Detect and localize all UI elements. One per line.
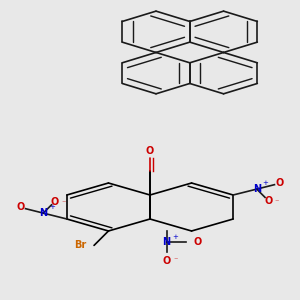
Text: O: O	[51, 196, 59, 207]
Text: +: +	[49, 204, 55, 210]
Text: O: O	[146, 146, 154, 156]
Text: N: N	[39, 208, 47, 218]
Text: N: N	[163, 237, 171, 247]
Text: ⁻: ⁻	[275, 197, 279, 206]
Text: N: N	[253, 184, 261, 194]
Text: O: O	[264, 196, 272, 206]
Text: O: O	[163, 256, 171, 266]
Text: +: +	[172, 233, 178, 239]
Text: Br: Br	[75, 240, 87, 250]
Text: ⁻: ⁻	[173, 256, 178, 265]
Text: ⁻: ⁻	[61, 198, 66, 207]
Text: +: +	[262, 180, 268, 186]
Text: O: O	[193, 237, 201, 247]
Text: O: O	[275, 178, 284, 188]
Text: O: O	[16, 202, 25, 212]
